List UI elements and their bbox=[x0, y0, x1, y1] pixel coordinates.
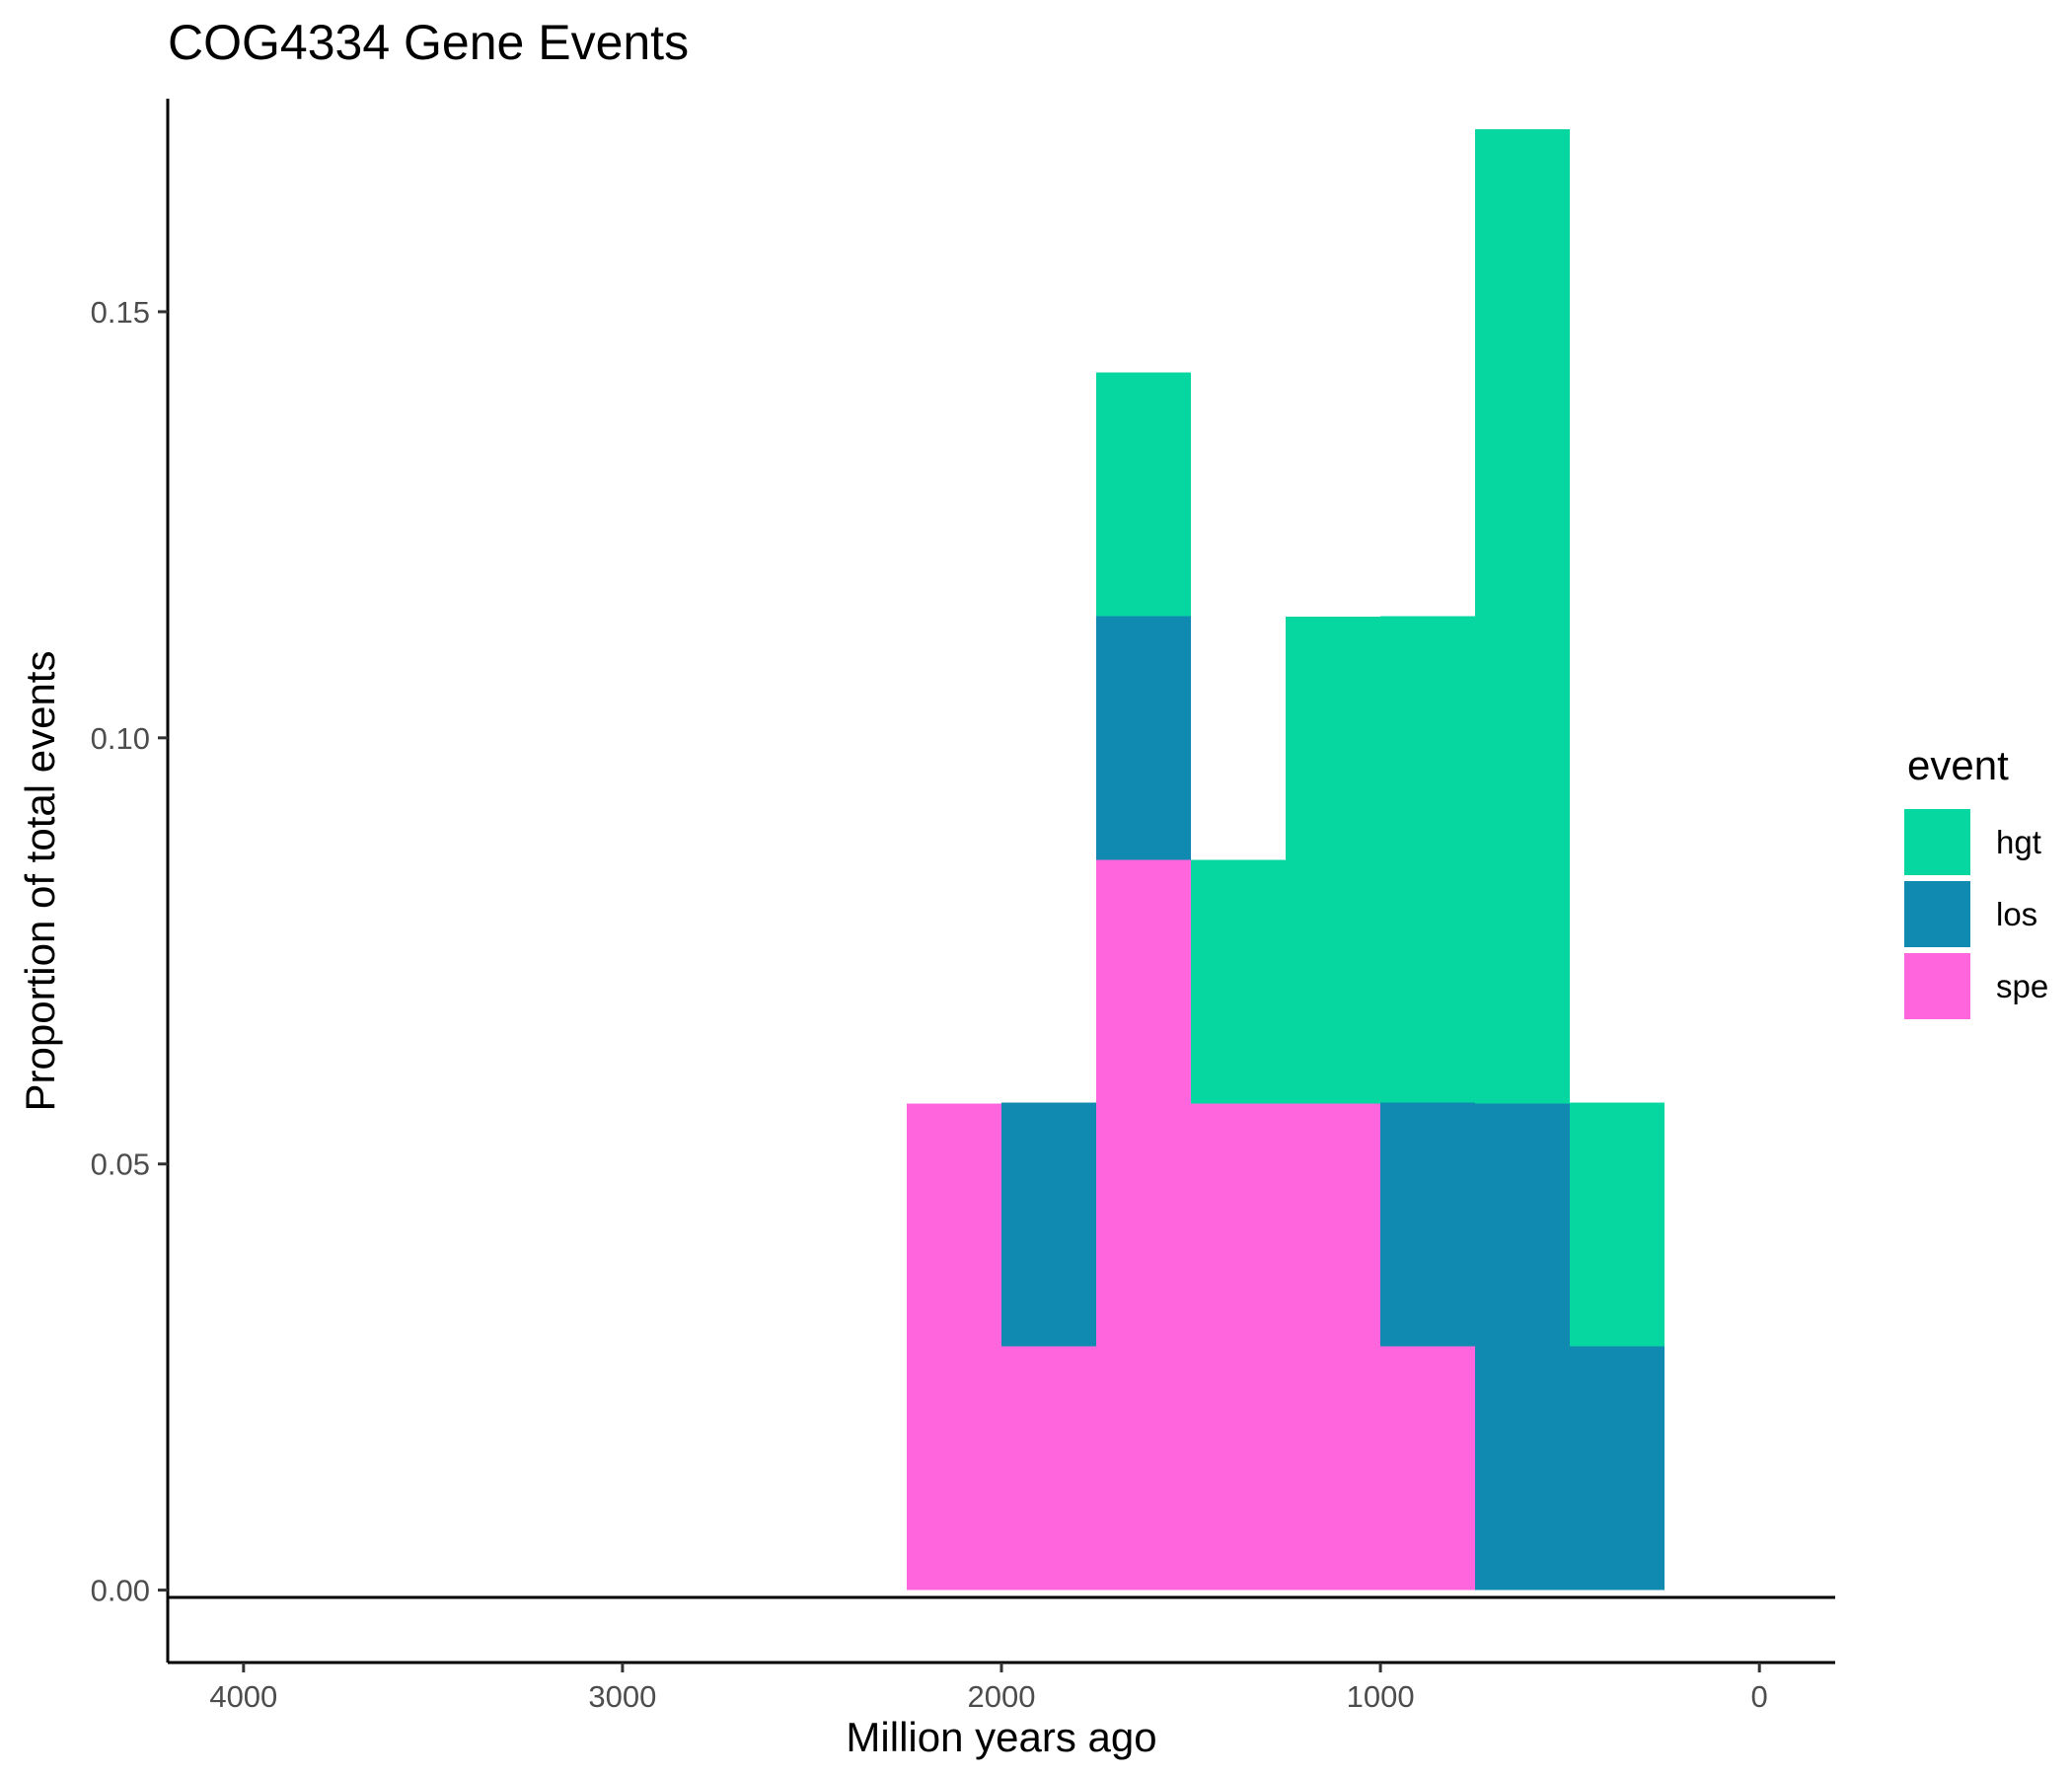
bar-hgt-875 bbox=[1380, 616, 1476, 1103]
bar-hgt-1625 bbox=[1096, 372, 1192, 617]
x-tick-label: 0 bbox=[1751, 1679, 1768, 1714]
bar-los-625 bbox=[1475, 1103, 1571, 1591]
bar-spe-2125 bbox=[906, 1103, 1001, 1591]
bar-spe-1375 bbox=[1191, 1103, 1287, 1591]
x-tick-label: 1000 bbox=[1347, 1679, 1415, 1714]
bar-los-1875 bbox=[1001, 1102, 1097, 1347]
x-axis-title: Million years ago bbox=[846, 1714, 1156, 1760]
y-axis-ticks: 0.00 0.05 0.10 0.15 bbox=[91, 295, 168, 1608]
legend-label-hgt: hgt bbox=[1996, 824, 2041, 860]
y-tick-label: 0.00 bbox=[91, 1574, 150, 1608]
legend-label-spe: spe bbox=[1996, 968, 2048, 1004]
legend-items: hgt los spe bbox=[1904, 809, 2048, 1019]
bar-spe-1125 bbox=[1286, 1103, 1381, 1591]
legend-key-hgt bbox=[1904, 809, 1970, 875]
y-tick-label: 0.05 bbox=[91, 1147, 150, 1182]
y-tick-label: 0.10 bbox=[91, 721, 150, 756]
legend-label-los: los bbox=[1996, 896, 2037, 932]
bar-spe-1875 bbox=[1001, 1346, 1097, 1591]
x-axis-ticks: 4000 3000 2000 1000 0 bbox=[209, 1663, 1768, 1714]
bar-spe-1625 bbox=[1096, 859, 1192, 1591]
legend-title: event bbox=[1907, 742, 2009, 788]
bar-hgt-1375 bbox=[1191, 859, 1287, 1104]
x-tick-label: 3000 bbox=[588, 1679, 656, 1714]
legend-key-spe bbox=[1904, 953, 1970, 1019]
bar-hgt-625 bbox=[1475, 129, 1571, 1104]
bar-hgt-375 bbox=[1570, 1102, 1665, 1347]
y-tick-label: 0.15 bbox=[91, 295, 150, 330]
legend: event hgt los spe bbox=[1904, 742, 2048, 1019]
bar-los-375 bbox=[1570, 1346, 1665, 1591]
y-axis-title: Proportion of total events bbox=[17, 651, 63, 1112]
x-tick-label: 2000 bbox=[968, 1679, 1036, 1714]
bar-los-1625 bbox=[1096, 616, 1192, 860]
chart-title: COG4334 Gene Events bbox=[168, 15, 689, 70]
legend-key-los bbox=[1904, 881, 1970, 947]
bar-hgt-1125 bbox=[1286, 617, 1381, 1104]
bar-los-875 bbox=[1380, 1102, 1476, 1347]
x-tick-label: 4000 bbox=[209, 1679, 277, 1714]
plot-area bbox=[906, 129, 1665, 1591]
bar-spe-875 bbox=[1380, 1346, 1476, 1591]
